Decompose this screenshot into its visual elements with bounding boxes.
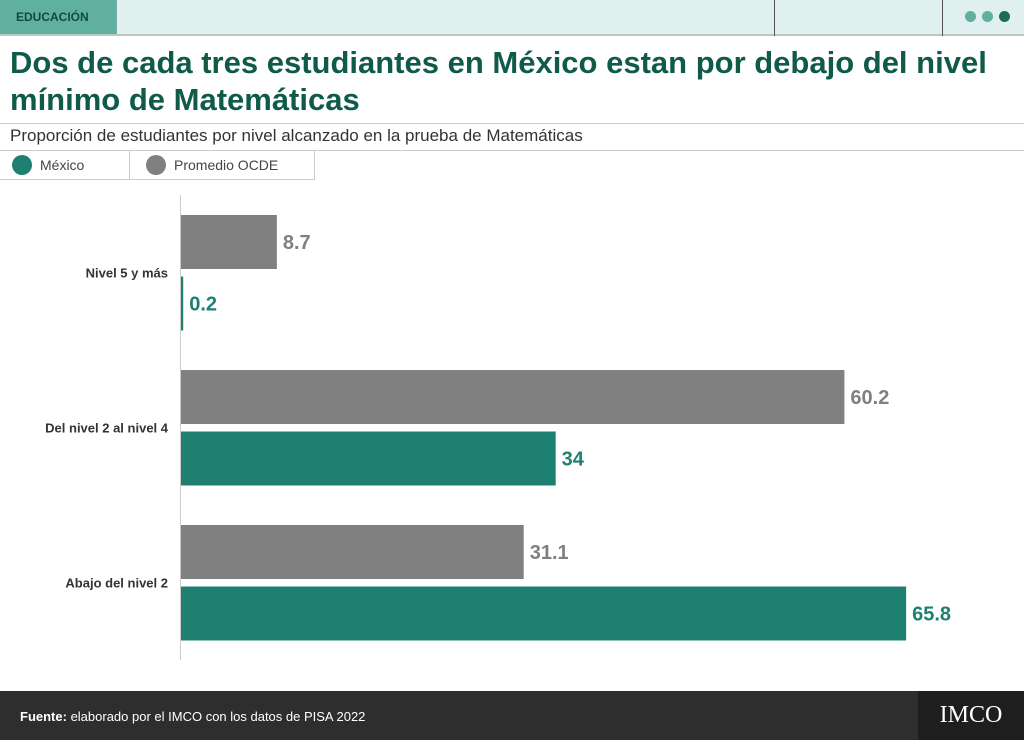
dot-icon[interactable]	[982, 11, 993, 22]
category-label: Nivel 5 y más	[86, 266, 168, 281]
legend: México Promedio OCDE	[0, 151, 315, 180]
legend-item-ocde: Promedio OCDE	[130, 151, 315, 179]
top-bar: EDUCACIÓN	[0, 0, 1024, 36]
bar	[181, 431, 556, 486]
legend-label: México	[40, 157, 85, 173]
bar-chart: Nivel 5 y más 8.7 0.2 Del nivel 2 al nivel …	[45, 195, 951, 660]
data-label: 65.8	[912, 604, 951, 626]
source-text: elaborado por el IMCO con los datos de P…	[66, 709, 366, 724]
divider	[0, 123, 1024, 124]
category-label: Del nivel 2 al nivel 4	[45, 421, 169, 436]
footer: Fuente: elaborado por el IMCO con los da…	[0, 691, 1024, 740]
data-label: 34	[562, 449, 585, 471]
divider	[774, 0, 775, 36]
circle-icon	[12, 155, 32, 175]
section-tag: EDUCACIÓN	[0, 0, 117, 34]
data-label: 0.2	[189, 294, 217, 316]
circle-icon	[146, 155, 166, 175]
source-label: Fuente:	[20, 709, 67, 724]
bar	[181, 370, 845, 424]
category-label: Abajo del nivel 2	[65, 576, 168, 591]
dot-icon[interactable]	[999, 11, 1010, 22]
bar	[181, 215, 277, 269]
data-label: 60.2	[850, 387, 889, 409]
divider	[0, 150, 1024, 151]
divider	[942, 0, 943, 36]
legend-label: Promedio OCDE	[174, 157, 279, 173]
data-label: 8.7	[283, 232, 311, 254]
bar	[181, 276, 184, 331]
chart-subtitle: Proporción de estudiantes por nivel alca…	[10, 126, 583, 145]
chart-title: Dos de cada tres estudiantes en México e…	[10, 45, 987, 117]
bar	[181, 525, 524, 579]
data-label: 31.1	[530, 542, 569, 564]
bar	[181, 586, 907, 641]
pagination-dots	[965, 11, 1010, 22]
dot-icon[interactable]	[965, 11, 976, 22]
source-note: Fuente: elaborado por el IMCO con los da…	[20, 709, 365, 724]
legend-item-mexico: México	[0, 151, 130, 179]
imco-logo: IMCO	[918, 691, 1024, 740]
